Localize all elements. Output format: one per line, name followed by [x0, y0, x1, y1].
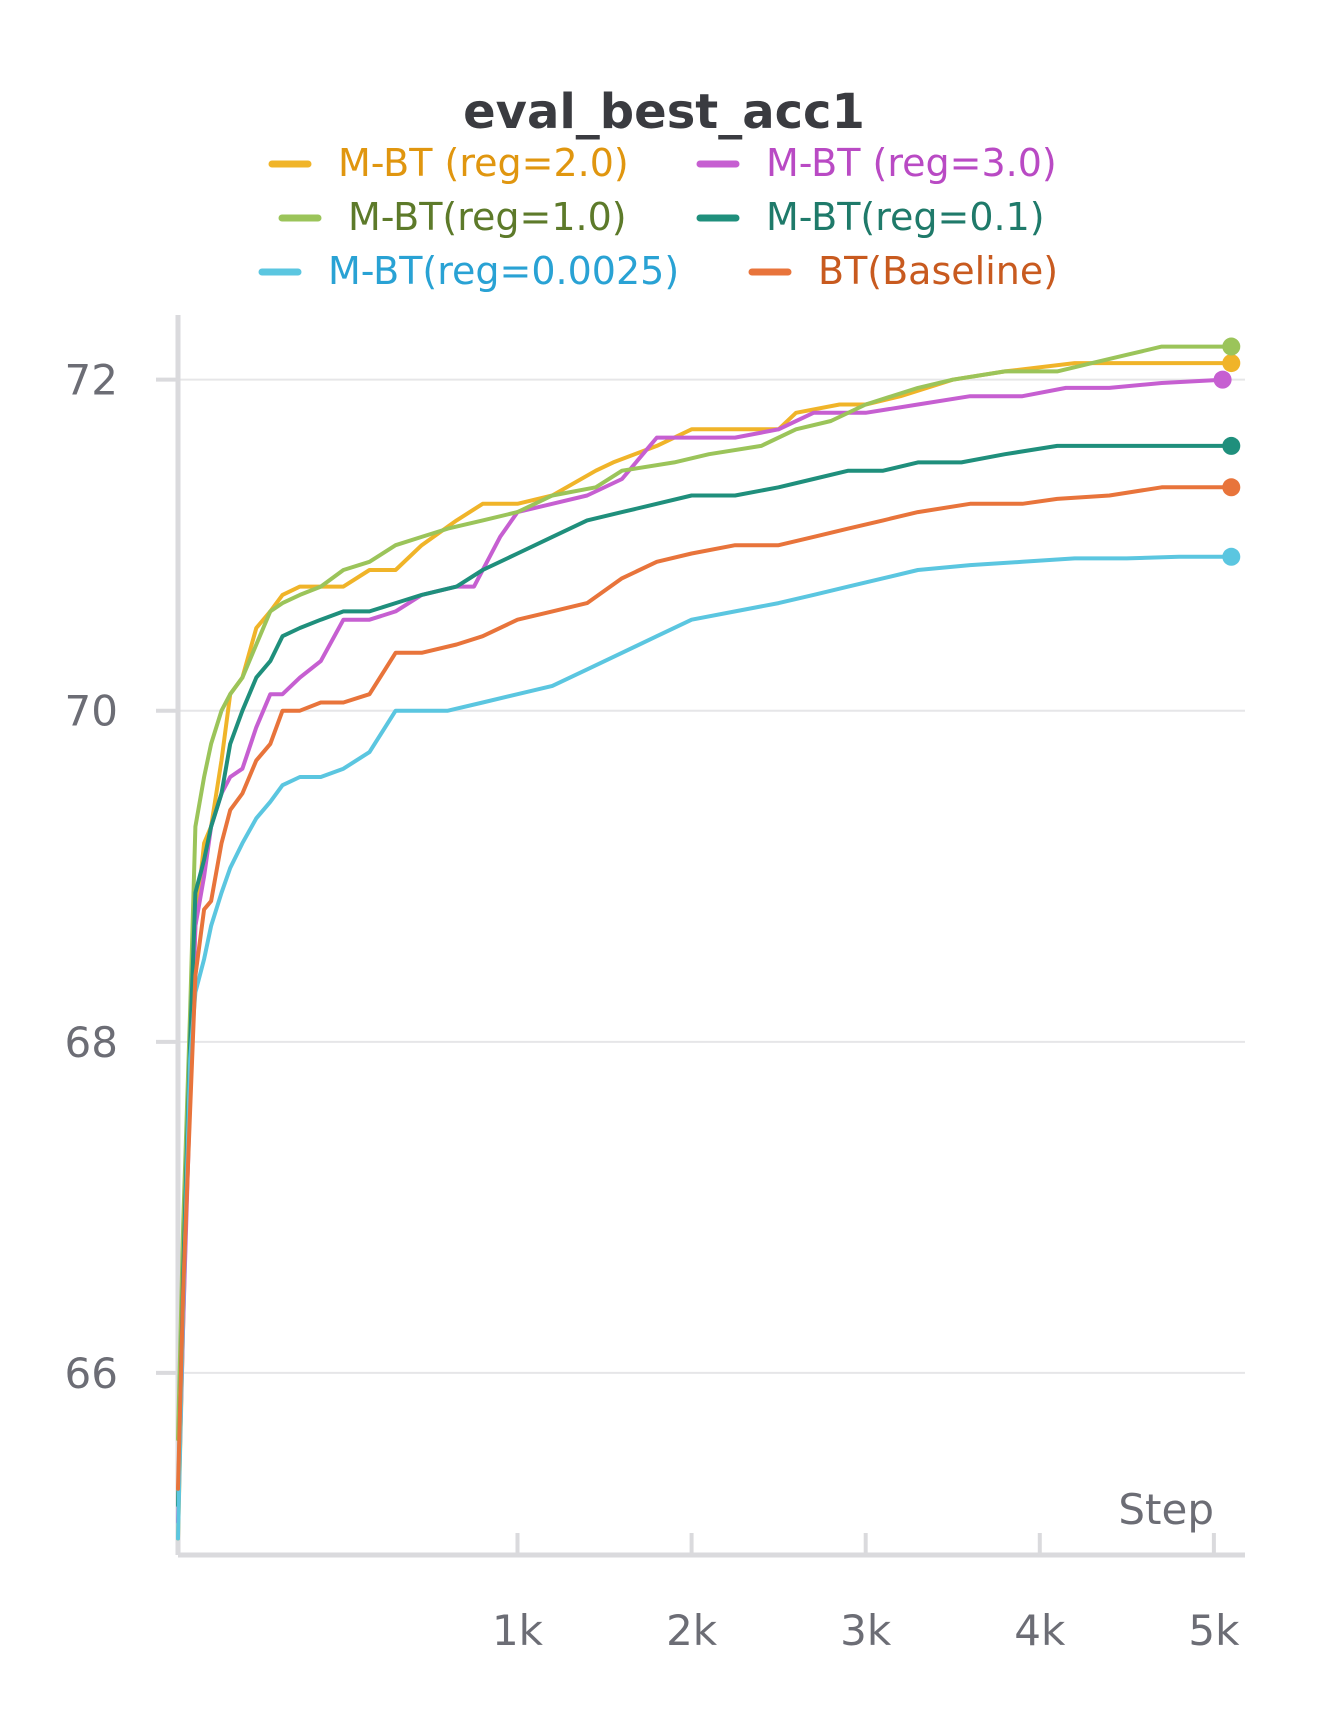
series-line-5 [176, 485, 1234, 1491]
series-end-point-2 [1222, 337, 1241, 356]
legend-label-4: M-BT(reg=0.0025) [328, 249, 679, 293]
legend-label-2: M-BT(reg=1.0) [348, 195, 627, 239]
series-end-point-3 [1222, 436, 1241, 455]
series-lines [176, 337, 1241, 1541]
legend-label-3: M-BT(reg=0.1) [766, 195, 1045, 239]
series-line-2 [176, 344, 1234, 1442]
series-end-point-0 [1222, 354, 1241, 373]
series-line-0 [176, 361, 1234, 1541]
series-end-point-4 [1222, 547, 1241, 566]
x-tick-label: 3k [840, 1606, 892, 1655]
y-tick-label: 68 [65, 1018, 118, 1067]
series-end-point-5 [1222, 478, 1241, 497]
legend-label-0: M-BT (reg=2.0) [338, 141, 629, 185]
legend-label-1: M-BT (reg=3.0) [766, 141, 1057, 185]
x-tick-label: 5k [1188, 1606, 1240, 1655]
gridlines [178, 378, 1245, 1374]
legend: M-BT (reg=2.0) M-BT (reg=3.0) M-BT(reg=1.0… [258, 141, 1058, 293]
chart-title: eval_best_acc1 [463, 84, 865, 140]
tick-labels: 66 68 70 72 1k 2k 3k 4k 5k [65, 356, 1241, 1655]
legend-label-5: BT(Baseline) [818, 249, 1058, 293]
x-tick-label: 4k [1014, 1606, 1066, 1655]
x-tick-label: 2k [666, 1606, 718, 1655]
x-axis-title: Step [1118, 1485, 1214, 1534]
series-line-4 [176, 554, 1234, 1541]
y-tick-label: 66 [65, 1349, 118, 1398]
x-tick-label: 1k [492, 1606, 544, 1655]
y-tick-label: 70 [65, 687, 118, 736]
series-end-point-1 [1213, 370, 1232, 389]
series-line-3 [176, 443, 1234, 1508]
y-tick-label: 72 [65, 356, 118, 405]
axes [156, 315, 1245, 1558]
